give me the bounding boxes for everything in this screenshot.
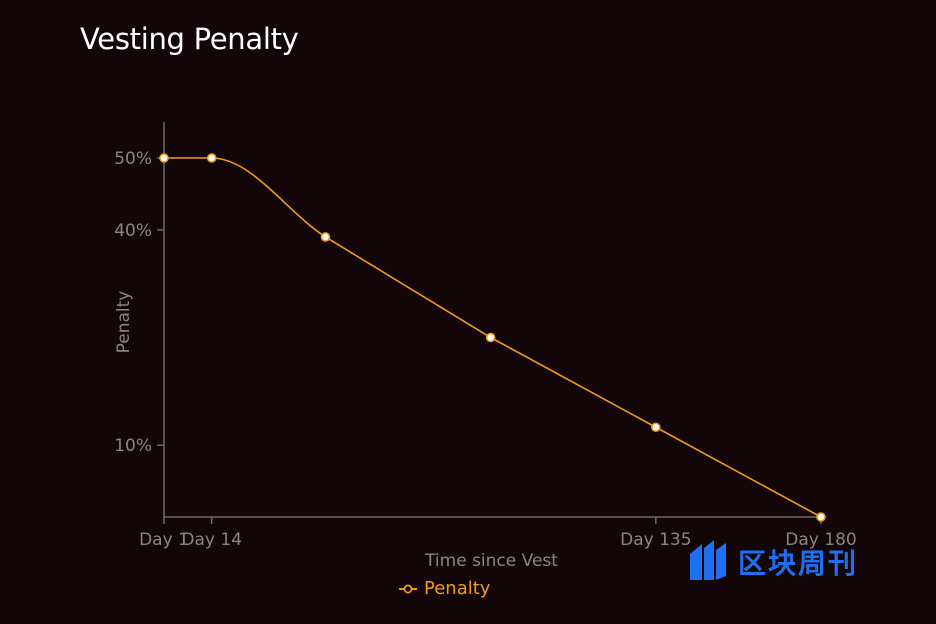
data-point[interactable] (206, 153, 217, 163)
data-point[interactable] (485, 332, 496, 343)
data-point[interactable] (320, 232, 331, 242)
y-tick-label: 40% (114, 221, 152, 241)
data-point[interactable] (159, 153, 169, 163)
watermark-logo-icon (690, 540, 726, 580)
y-tick-label: 50% (114, 149, 152, 169)
x-tick-label: Day 14 (181, 530, 242, 550)
x-axis-title: Time since Vest (424, 551, 558, 571)
legend-line-marker-icon (399, 584, 417, 593)
axes (163, 122, 821, 518)
legend[interactable]: Penalty (398, 578, 490, 599)
y-axis-title: Penalty (114, 291, 134, 354)
y-tick-label: 10% (114, 436, 152, 456)
x-tick-label: Day 1 (139, 530, 189, 550)
watermark-text: 区块周刊 (738, 547, 859, 580)
legend-label: Penalty (424, 578, 491, 599)
x-tick-label: Day 135 (620, 530, 691, 550)
x-tick-label: Day 180 (785, 530, 856, 550)
data-points (159, 153, 826, 522)
watermark: 区块周刊 (688, 540, 858, 584)
data-point[interactable] (816, 512, 826, 522)
chart-title: Vesting Penalty (80, 22, 299, 56)
data-point[interactable] (651, 422, 661, 433)
